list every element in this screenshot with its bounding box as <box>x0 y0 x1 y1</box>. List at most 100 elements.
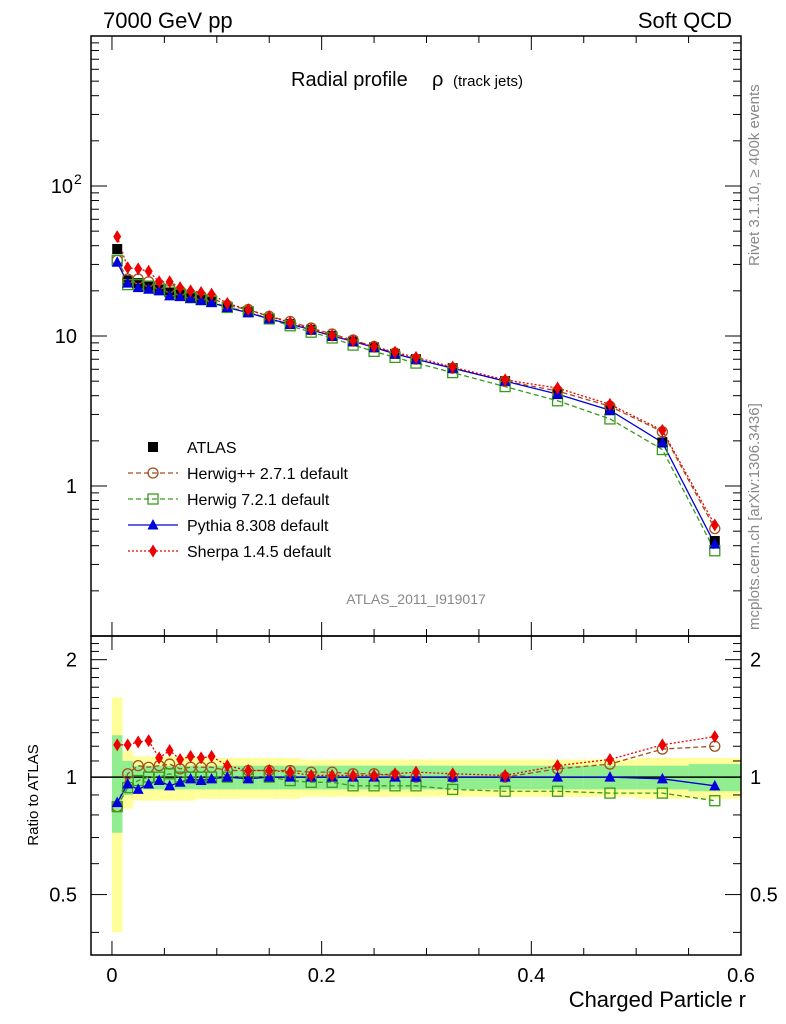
ratio-point-3-5 <box>165 744 174 758</box>
point-s3-0 <box>111 256 123 267</box>
ratio-point-2-7 <box>185 772 197 784</box>
legend-marker-4 <box>149 544 157 558</box>
legend-marker-3 <box>147 519 159 530</box>
point-s4-1 <box>123 261 132 275</box>
point-s4-10 <box>223 296 232 310</box>
point-s3-2 <box>132 281 144 293</box>
point-s4-23 <box>605 397 614 411</box>
ratio-point-1-25 <box>709 795 721 807</box>
header-left: 7000 GeV pp <box>103 8 233 33</box>
chart-title-suffix: (track jets) <box>453 73 523 90</box>
band-inner-0 <box>111 735 123 833</box>
ratio-point-2-0 <box>111 796 123 808</box>
point-s3-7 <box>185 292 197 303</box>
point-s4-14 <box>307 322 316 336</box>
point-s4-12 <box>265 309 274 323</box>
point-s3-5 <box>164 289 176 301</box>
uncertainty-bands <box>91 697 741 933</box>
ratio-point-1-20 <box>447 783 459 796</box>
y-tick-label-2: 10 <box>51 176 73 198</box>
ratio-y-axis-label: Ratio to ATLAS <box>25 744 42 845</box>
chart-title: Radial profile <box>291 69 408 91</box>
point-s4-4 <box>155 275 164 289</box>
ratio-point-2-10 <box>221 771 233 782</box>
ratio-point-2-22 <box>552 771 564 782</box>
point-s4-5 <box>165 275 174 289</box>
ratio-point-3-9 <box>207 749 216 763</box>
ratio-point-2-23 <box>604 771 616 782</box>
ratio-point-3-11 <box>244 763 253 777</box>
point-s3-25 <box>709 538 721 549</box>
analysis-watermark: ATLAS_2011_I919017 <box>346 591 486 607</box>
ratio-y-tick-label-left-1: 1 <box>66 767 77 789</box>
legend-marker-0 <box>148 442 158 452</box>
ratio-point-1-21 <box>499 785 511 797</box>
ratio-y-tick-label-left-2: 2 <box>66 650 77 672</box>
legend: ATLAS Herwig++ 2.7.1 default Herwig 7.2.1 … <box>128 440 349 561</box>
point-s3-8 <box>195 294 207 306</box>
legend-label-0: ATLAS <box>187 440 237 457</box>
point-s4-20 <box>448 360 457 374</box>
ratio-point-3-18 <box>391 767 400 781</box>
ratio-point-3-3 <box>144 734 153 748</box>
ratio-frame <box>90 635 742 956</box>
point-s4-7 <box>186 284 195 298</box>
ratio-point-2-4 <box>153 774 165 786</box>
ratio-point-3-16 <box>349 768 358 782</box>
point-s3-1 <box>122 277 134 288</box>
ratio-point-3-21 <box>501 768 510 782</box>
point-s4-22 <box>553 381 562 395</box>
x-tick-label-1: 0.2 <box>308 965 336 987</box>
series-line-4 <box>116 236 716 526</box>
ratio-point-2-8 <box>195 774 207 786</box>
ratio-point-3-12 <box>265 763 274 777</box>
ratio-point-3-10 <box>223 759 232 773</box>
point-s4-2 <box>134 262 143 276</box>
legend-label-3: Pythia 8.308 default <box>187 518 329 535</box>
y-tick-label-exp-2: 2 <box>74 171 82 187</box>
point-s3-24 <box>656 436 668 447</box>
point-s4-25 <box>710 518 719 532</box>
ratio-y-tick-label-right-2: 2 <box>750 650 761 672</box>
ratio-y-tick-label-right-0: 0.5 <box>750 885 778 907</box>
ratio-y-tick-label-left-0: 0.5 <box>49 885 77 907</box>
point-s4-9 <box>207 287 216 301</box>
ratio-point-2-5 <box>164 779 176 791</box>
ratio-point-3-24 <box>658 738 667 752</box>
point-s4-18 <box>391 345 400 359</box>
axis-ticks <box>91 36 742 955</box>
ratio-point-3-1 <box>123 738 132 752</box>
ratio-point-1-24 <box>656 787 669 799</box>
ratio-point-2-25 <box>709 779 721 791</box>
legend-label-1: Herwig++ 2.7.1 default <box>187 466 349 483</box>
point-s4-13 <box>286 316 295 330</box>
ratio-point-3-8 <box>197 751 206 765</box>
point-s4-16 <box>349 334 358 348</box>
ratio-point-3-25 <box>710 730 719 744</box>
ratio-point-2-2 <box>132 783 144 794</box>
point-s3-9 <box>206 296 218 308</box>
point-s3-6 <box>174 290 186 302</box>
header-right: Soft QCD <box>637 8 732 33</box>
ratio-point-2-24 <box>656 772 668 784</box>
legend-marker-2 <box>147 493 159 505</box>
ratio-point-3-4 <box>155 751 164 765</box>
ratio-point-3-17 <box>370 768 379 782</box>
y-tick-label-0: 1 <box>66 476 77 498</box>
ratio-point-3-6 <box>176 752 185 766</box>
legend-label-2: Herwig 7.2.1 default <box>187 492 330 509</box>
ratio-point-2-6 <box>174 776 186 787</box>
x-axis-label: Charged Particle r <box>569 987 746 1012</box>
legend-label-4: Sherpa 1.4.5 default <box>187 544 332 561</box>
chart-title-symbol: ρ <box>432 69 443 91</box>
ratio-point-3-20 <box>448 767 457 781</box>
point-s3-4 <box>153 284 165 296</box>
y-tick-label-1: 10 <box>55 326 77 348</box>
point-s4-24 <box>658 423 667 437</box>
series-markers <box>111 230 721 813</box>
ratio-point-2-3 <box>143 778 155 789</box>
ratio-point-3-0 <box>113 738 122 752</box>
x-tick-label-2: 0.4 <box>517 965 545 987</box>
